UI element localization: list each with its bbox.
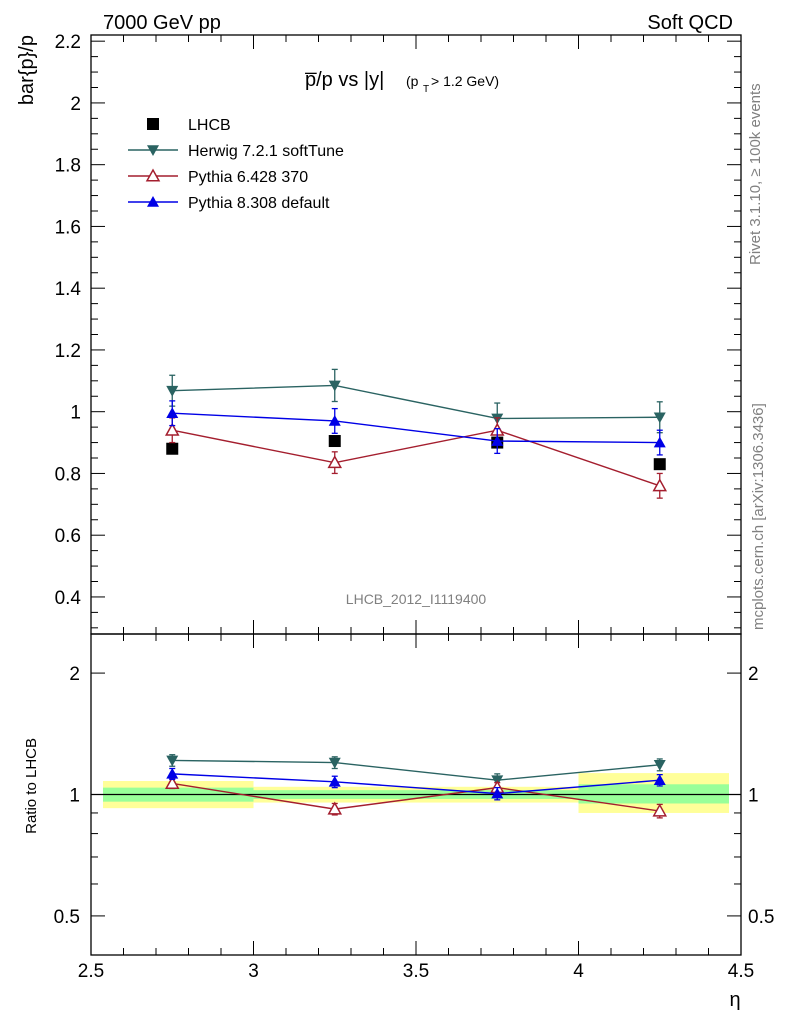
main-title-sub-end: > 1.2 GeV) xyxy=(431,73,499,89)
x-axis-label: η xyxy=(729,989,740,1011)
y-tick-label: 1.2 xyxy=(55,341,81,362)
ratio-y-tick-label-right: 0.5 xyxy=(748,907,774,928)
ratio-series-1 xyxy=(164,775,668,819)
x-tick-label: 2.5 xyxy=(78,961,104,982)
main-title-sub-t: T xyxy=(423,84,429,95)
ratio-series-0 xyxy=(166,754,666,788)
ratio-y-tick-label: 0.5 xyxy=(54,907,80,928)
data-point xyxy=(166,385,179,397)
data-point xyxy=(164,422,180,436)
data-point xyxy=(166,407,179,419)
y-tick-label: 1.4 xyxy=(55,279,82,300)
ratio-series-line xyxy=(172,773,660,795)
legend-label: Pythia 8.308 default xyxy=(188,195,330,212)
data-point xyxy=(652,478,668,492)
data-point xyxy=(328,380,341,392)
legend: LHCB Herwig 7.2.1 softTune Pythia 6.428 37… xyxy=(128,117,344,212)
ratio-y-tick-label-right: 1 xyxy=(748,786,759,807)
ratio-y-tick-label: 2 xyxy=(69,664,80,685)
legend-marker xyxy=(145,168,161,182)
ratio-data-point xyxy=(653,759,666,771)
data-point xyxy=(166,442,179,455)
ratio-plot-layer: 2.5 3 3.5 4 4.5 0.5 0.5 1 1 2 2 xyxy=(54,633,774,982)
header-right: Soft QCD xyxy=(647,12,733,34)
data-point xyxy=(653,436,666,448)
y-tick-label: 0.4 xyxy=(55,588,82,609)
series-0 xyxy=(166,435,666,471)
ratio-data-point xyxy=(328,757,341,769)
ratio-y-tick-label: 1 xyxy=(69,786,80,807)
mcplots-label: mcplots.cern.ch [arXiv:1306.3436] xyxy=(750,403,767,630)
ratio-data-point xyxy=(652,803,668,817)
x-tick-label: 3 xyxy=(248,961,259,982)
y-tick-label: 0.8 xyxy=(55,464,81,485)
series-line xyxy=(172,384,660,420)
legend-entry: Pythia 8.308 default xyxy=(128,195,330,212)
x-tick-label: 4.5 xyxy=(728,961,754,982)
ratio-data-point xyxy=(653,774,666,786)
series-line xyxy=(172,429,660,487)
y-tick-label: 1.8 xyxy=(55,156,81,177)
main-title-text: p̅/p vs |y| xyxy=(305,69,384,91)
legend-marker xyxy=(147,145,159,156)
ratio-y-axis-label: Ratio to LHCB xyxy=(23,738,40,834)
legend-label: LHCB xyxy=(188,117,231,134)
legend-marker xyxy=(147,196,159,207)
y-tick-label: 2 xyxy=(70,94,81,115)
legend-marker xyxy=(147,118,159,130)
ratio-data-point xyxy=(164,775,180,790)
ratio-data-point xyxy=(166,767,179,779)
main-title-sub: (p xyxy=(406,73,419,89)
legend-entry: LHCB xyxy=(147,117,231,134)
y-tick-label: 1 xyxy=(70,403,81,424)
legend-entry: Pythia 6.428 370 xyxy=(128,168,308,186)
legend-entry: Herwig 7.2.1 softTune xyxy=(128,143,344,160)
ratio-data-point xyxy=(491,787,504,799)
main-plot-layer: 0.4 0.6 0.8 1 1.2 1.4 1.6 1.8 2 2.2 xyxy=(55,32,742,635)
legend-label: Herwig 7.2.1 softTune xyxy=(188,143,344,160)
data-point xyxy=(491,435,504,446)
series-3 xyxy=(166,400,666,456)
series-2 xyxy=(164,417,668,499)
legend-label: Pythia 6.428 370 xyxy=(188,169,308,186)
ratio-data-point xyxy=(328,775,341,787)
y-tick-label: 1.6 xyxy=(55,217,81,238)
y-tick-label: 0.6 xyxy=(55,526,81,547)
ratio-series-line xyxy=(172,759,660,781)
data-point xyxy=(653,458,666,471)
data-point xyxy=(328,435,341,448)
ratio-series-2 xyxy=(166,767,666,801)
main-y-axis-label: bar{p}/p xyxy=(16,35,38,105)
series-1 xyxy=(166,368,666,435)
ratio-data-point xyxy=(327,801,343,815)
ratio-y-tick-label-right: 2 xyxy=(748,664,759,685)
rivet-label: Rivet 3.1.10, ≥ 100k events xyxy=(747,83,764,265)
data-point xyxy=(327,455,343,469)
series-line xyxy=(172,412,660,444)
header-left: 7000 GeV pp xyxy=(103,12,221,34)
x-tick-label: 4 xyxy=(573,961,584,982)
ratio-data-point xyxy=(166,755,179,767)
y-tick-label: 2.2 xyxy=(55,32,81,53)
analysis-watermark: LHCB_2012_I1119400 xyxy=(346,591,487,607)
data-point xyxy=(653,412,666,424)
main-title: p̅/p vs |y| (p T > 1.2 GeV) xyxy=(305,69,499,95)
ratio-series-line xyxy=(172,782,660,812)
data-point xyxy=(328,414,341,426)
x-tick-label: 3.5 xyxy=(403,961,429,982)
